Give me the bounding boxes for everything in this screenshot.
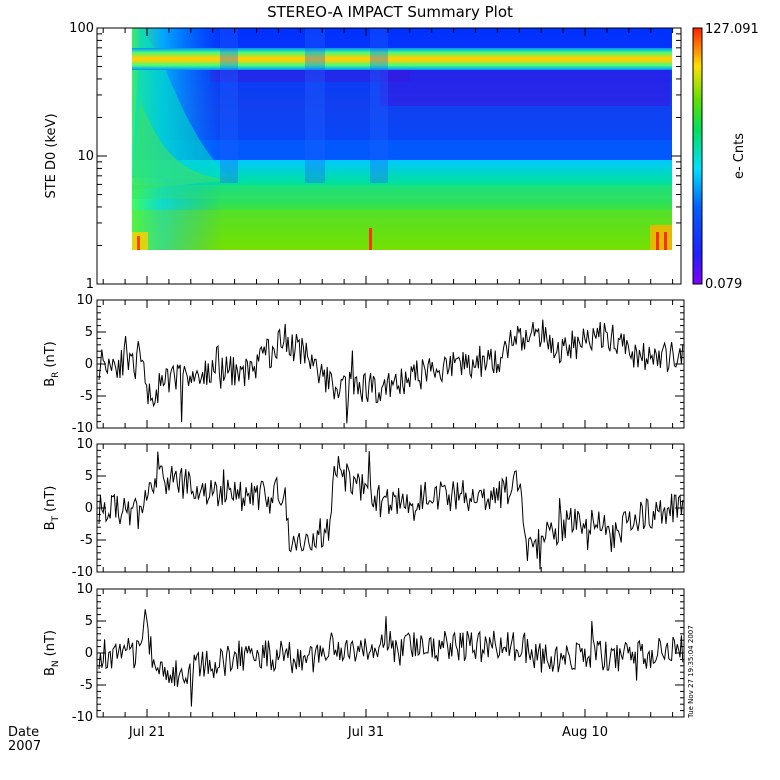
y-tick-label: 0 (85, 357, 93, 372)
colorbar-max-label: 127.091 (705, 22, 759, 37)
y-tick-label: -10 (72, 710, 93, 725)
y-tick-label: 1 (86, 277, 94, 292)
x-tick-label: Jul 21 (128, 725, 165, 740)
bn-frame (96, 588, 685, 718)
br-ylabel: BR(nT) (43, 341, 61, 387)
spectrogram-y-ticks: 1 10 100 (69, 21, 681, 292)
y-tick-label: 10 (76, 293, 93, 308)
bt-ylabel: BT(nT) (43, 486, 61, 531)
bt-panel: 10 5 0 -5 -10 BT(nT) (43, 437, 685, 580)
colorbar-gradient (692, 27, 703, 285)
date-label: Date (8, 725, 39, 740)
y-tick-label: 0 (85, 646, 93, 661)
y-tick-label: 0 (85, 501, 93, 516)
y-tick-label: -10 (72, 565, 93, 580)
bt-trace (98, 451, 684, 570)
spectrogram-panel: 1 10 100 STE D0 (keV) (44, 21, 682, 292)
chart-title: STEREO-A IMPACT Summary Plot (267, 3, 513, 21)
y-tick-label: 5 (85, 469, 93, 484)
bn-panel: 10 5 0 -5 -10 BN(nT) (43, 582, 685, 725)
x-tick-label: Aug 10 (562, 725, 608, 740)
spectrogram-x-ticks (102, 28, 674, 284)
timestamp: Tue Nov 27 19:35:04 2007 (687, 625, 695, 719)
y-tick-label: 5 (85, 325, 93, 340)
colorbar-min-label: 0.079 (705, 277, 742, 292)
bt-ticks: 10 5 0 -5 -10 (72, 437, 684, 580)
y-tick-label: 10 (76, 582, 93, 597)
y-tick-label: 100 (69, 21, 94, 36)
spectrogram-ylabel: STE D0 (keV) (44, 113, 59, 198)
x-tick-label: Jul 31 (347, 725, 384, 740)
spectrogram-image (132, 28, 672, 250)
br-trace (98, 319, 684, 424)
y-tick-label: -5 (80, 389, 93, 404)
y-tick-label: -10 (72, 421, 93, 436)
y-tick-label: 10 (76, 437, 93, 452)
year-label: 2007 (8, 739, 41, 754)
bn-ticks: 10 5 0 -5 -10 (72, 582, 684, 725)
bn-ylabel: BN(nT) (43, 630, 61, 676)
x-axis-labels: Jul 21 Jul 31 Aug 10 (128, 725, 608, 740)
y-tick-label: -5 (80, 678, 93, 693)
y-tick-label: 10 (77, 149, 94, 164)
br-frame (96, 299, 685, 429)
br-panel: 10 5 0 -5 -10 BR(nT) (43, 293, 685, 436)
colorbar-title: e- Cnts (732, 133, 747, 179)
bn-trace (98, 609, 684, 707)
y-tick-label: -5 (80, 533, 93, 548)
y-tick-label: 5 (85, 614, 93, 629)
br-ticks: 10 5 0 -5 -10 (72, 293, 684, 436)
colorbar: 127.091 0.079 e- Cnts (692, 22, 759, 292)
